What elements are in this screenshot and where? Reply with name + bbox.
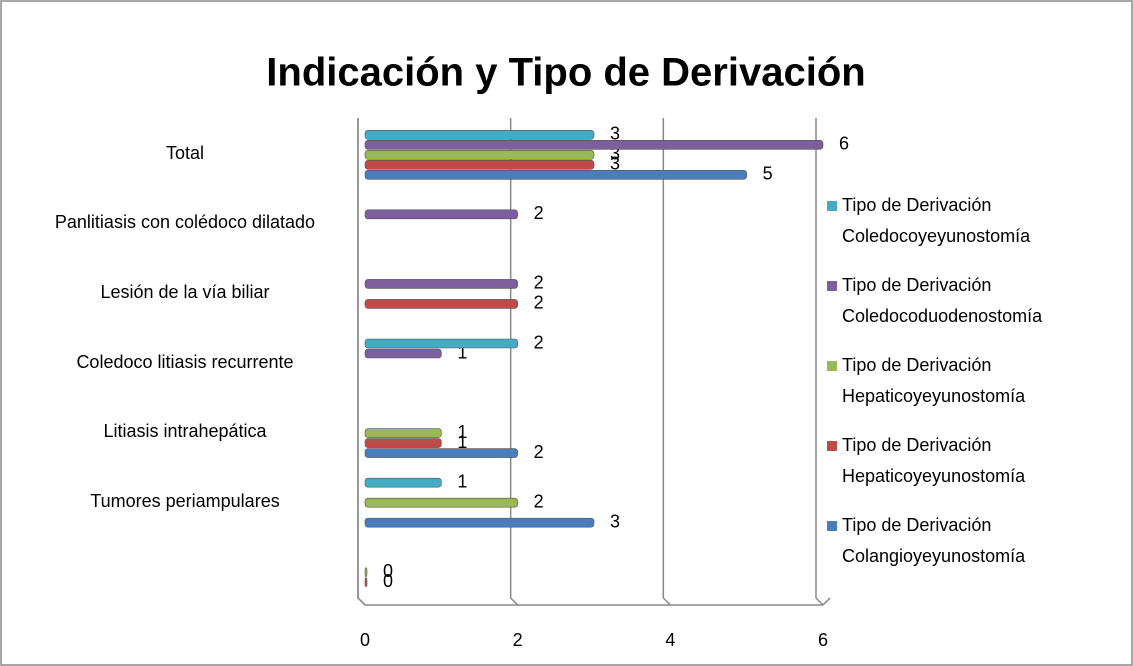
grid-line	[662, 118, 671, 606]
legend-swatch	[827, 441, 837, 451]
bar	[364, 577, 368, 588]
y-tick-label: Lesión de la vía biliar	[100, 281, 270, 302]
data-label: 2	[534, 442, 544, 462]
data-label: 3	[610, 144, 620, 164]
legend-swatch	[827, 521, 837, 531]
data-label: 3	[610, 511, 620, 531]
bar	[364, 209, 518, 220]
bar	[364, 299, 518, 309]
grid-line	[509, 118, 519, 606]
legend-label: Tipo de Derivación Hepaticoyeyunostomía	[842, 355, 1026, 406]
x-tick-label: 0	[360, 630, 370, 650]
data-label: 6	[839, 134, 849, 154]
y-tick-label: Coledoco litiasis recurrente	[76, 351, 294, 372]
y-tick-label: Panlitiasis con colédoco dilatado	[54, 212, 316, 233]
bar	[364, 279, 518, 289]
data-label: 0	[383, 561, 393, 581]
y-tick-label: Tumores periampulares	[90, 490, 280, 511]
data-label: 0	[383, 571, 393, 591]
bar	[364, 169, 747, 180]
grid-line	[815, 118, 824, 606]
bar	[364, 497, 518, 508]
bar	[364, 159, 595, 170]
data-label: 1	[457, 432, 467, 452]
legend-swatch	[827, 201, 837, 211]
legend-swatch	[827, 281, 837, 291]
data-label: 3	[610, 124, 620, 144]
grid-line	[357, 118, 366, 606]
data-label: 1	[457, 342, 467, 362]
data-label: 1	[457, 471, 467, 491]
bar	[364, 567, 368, 578]
x-tick-label: 6	[818, 630, 828, 650]
bar	[364, 517, 595, 528]
legend-label: Tipo de Derivación Hepaticoyeyunostomía	[842, 435, 1026, 486]
bar	[364, 428, 442, 438]
bar	[364, 139, 824, 150]
x-tick-label: 4	[665, 630, 675, 650]
data-label: 1	[457, 422, 467, 442]
legend-swatch	[827, 361, 837, 371]
y-tick-label: Litiasis intrahepática	[103, 421, 267, 442]
data-label: 2	[534, 293, 544, 313]
data-label: 2	[534, 203, 544, 223]
data-label: 3	[610, 154, 620, 174]
bar	[364, 129, 595, 140]
data-label: 2	[534, 332, 544, 352]
bar	[364, 338, 518, 349]
bar	[364, 149, 595, 160]
legend-label: Tipo de Derivación Coledocoduodenostomía	[842, 275, 1043, 326]
legend-label: Tipo de Derivación Colangioyeyunostomía	[842, 515, 1026, 566]
y-tick-label: Total	[165, 142, 205, 163]
x-tick-label: 2	[513, 630, 523, 650]
bar	[364, 438, 442, 448]
chart-title: Indicación y Tipo de Derivación	[266, 51, 865, 95]
data-label: 2	[534, 273, 544, 293]
bar	[364, 477, 442, 488]
bar	[364, 448, 518, 458]
data-label: 5	[763, 164, 773, 184]
data-label: 2	[534, 491, 544, 511]
legend-label: Tipo de Derivación Coledocoyeyunostomía	[842, 195, 1031, 246]
bar	[364, 348, 442, 359]
